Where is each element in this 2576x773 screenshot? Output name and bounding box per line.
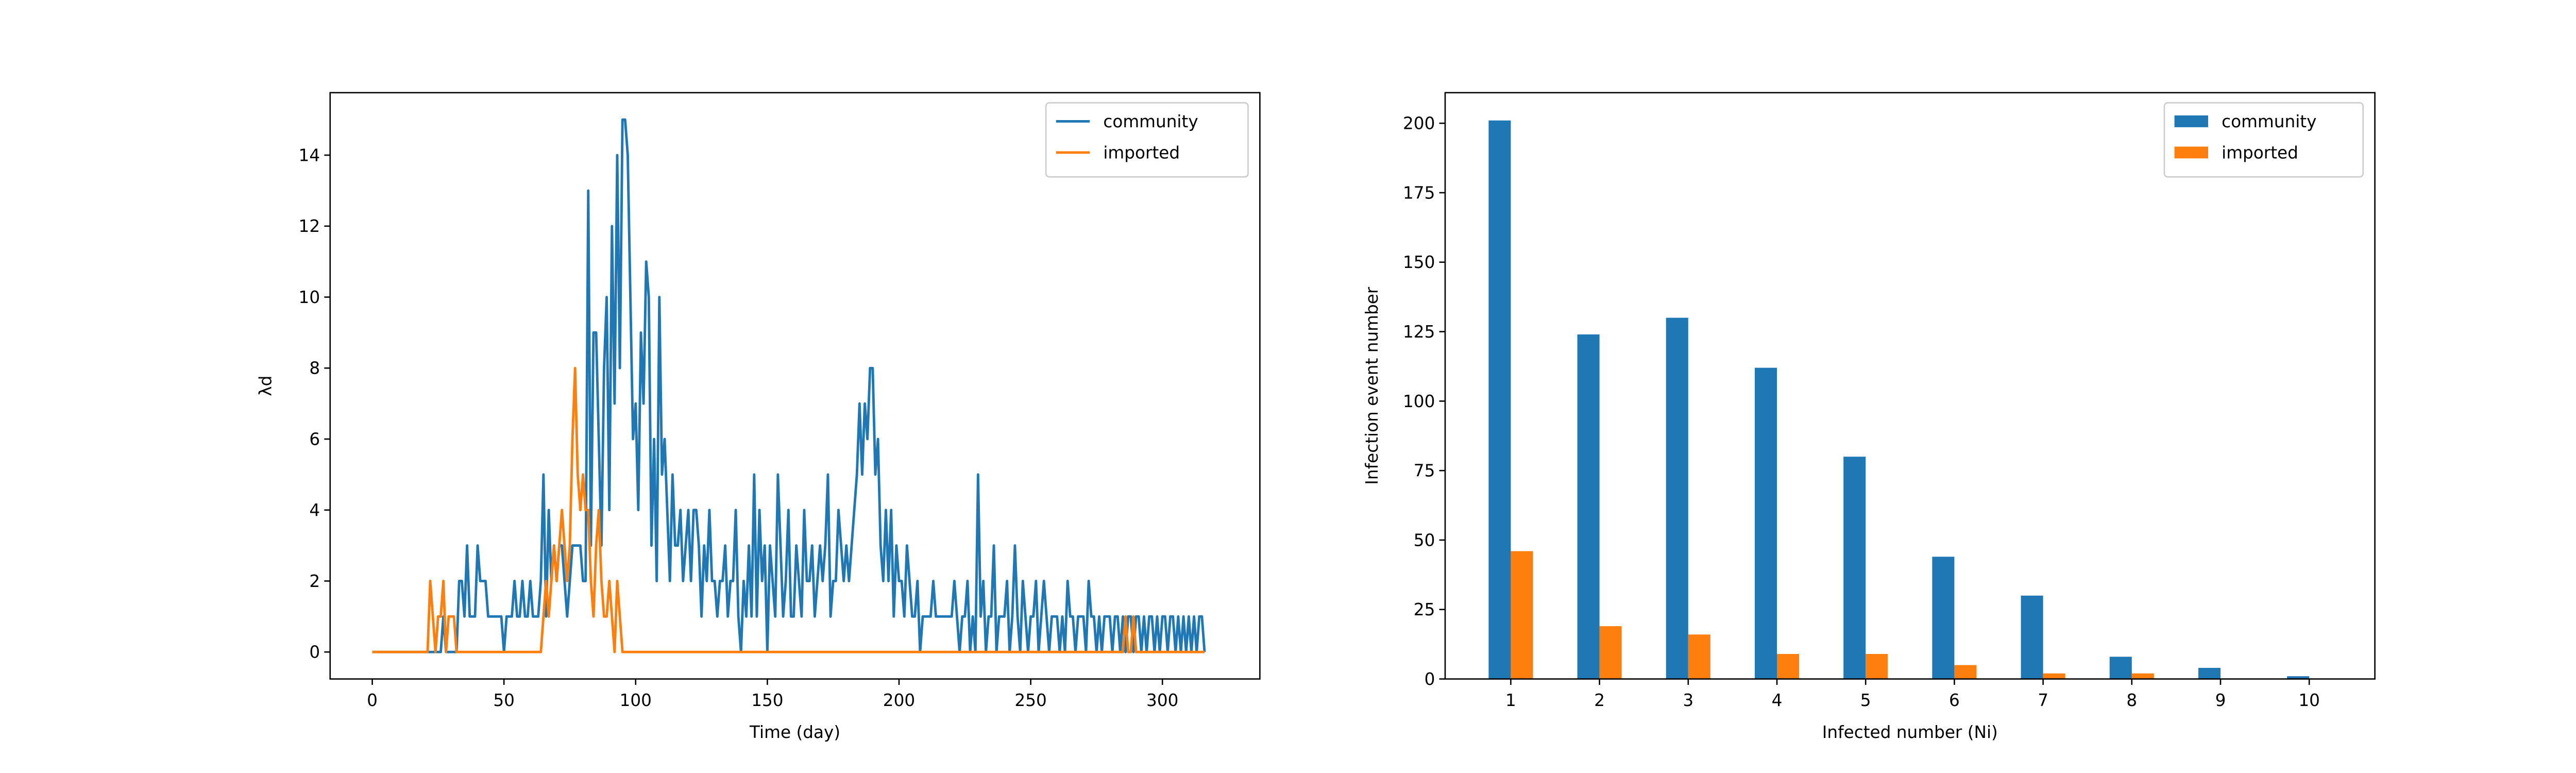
legend-box <box>1045 102 1249 178</box>
x-tick-label: 50 <box>493 691 515 710</box>
y-tick-label: 150 <box>1403 253 1435 272</box>
y-tick-label: 0 <box>309 643 320 662</box>
x-tick-label: 100 <box>620 691 652 710</box>
x-tick-label: 6 <box>1949 691 1960 710</box>
y-tick-label: 4 <box>309 500 320 520</box>
legend-label: community <box>1103 112 1198 131</box>
bar <box>1488 120 1511 679</box>
axes-frame <box>1444 92 2376 680</box>
x-tick-label: 7 <box>2038 691 2048 710</box>
x-axis-label: Infected number (Ni) <box>1822 722 1998 742</box>
bar <box>1599 626 1622 679</box>
bar <box>2043 673 2065 679</box>
bar <box>2287 676 2310 679</box>
bar <box>1577 334 1600 679</box>
y-axis-label: λd <box>256 376 275 396</box>
bar <box>1777 654 1800 679</box>
bar <box>1932 557 1955 679</box>
x-tick-label: 250 <box>1014 691 1046 710</box>
y-tick-label: 200 <box>1403 114 1435 133</box>
x-tick-label: 9 <box>2215 691 2226 710</box>
x-tick-label: 5 <box>1860 691 1871 710</box>
y-tick-label: 0 <box>1425 669 1435 689</box>
y-tick-label: 100 <box>1403 392 1435 411</box>
x-tick-label: 4 <box>1772 691 1783 710</box>
y-tick-label: 8 <box>309 359 320 378</box>
x-axis-label: Time (day) <box>749 722 840 742</box>
y-tick-label: 2 <box>309 572 320 591</box>
x-tick-label: 300 <box>1146 691 1178 710</box>
y-tick-label: 14 <box>299 145 320 165</box>
line-series <box>372 118 1206 653</box>
x-tick-label: 0 <box>367 691 378 710</box>
bar <box>1511 551 1533 679</box>
legend-box <box>2163 102 2364 178</box>
bar <box>2109 657 2132 679</box>
legend-swatch <box>2174 146 2208 159</box>
y-tick-label: 12 <box>299 216 320 236</box>
bar <box>1954 665 1977 679</box>
legend-label: community <box>2222 112 2316 131</box>
y-tick-label: 125 <box>1403 322 1435 342</box>
bar <box>1754 367 1777 679</box>
bar <box>1866 654 1888 679</box>
y-tick-label: 50 <box>1414 530 1435 550</box>
y-tick-label: 175 <box>1403 183 1435 203</box>
y-tick-label: 25 <box>1414 600 1435 619</box>
bar <box>2131 673 2154 679</box>
y-axis-label: Infection event number <box>1362 287 1382 485</box>
x-tick-label: 200 <box>883 691 915 710</box>
bar <box>1688 634 1710 679</box>
x-tick-label: 1 <box>1505 691 1516 710</box>
y-tick-label: 6 <box>309 429 320 449</box>
bar <box>1666 317 1688 679</box>
x-tick-label: 3 <box>1683 691 1693 710</box>
legend-label: imported <box>1103 143 1180 162</box>
x-tick-label: 10 <box>2298 691 2320 710</box>
x-tick-label: 2 <box>1594 691 1605 710</box>
x-tick-label: 8 <box>2126 691 2137 710</box>
y-tick-label: 75 <box>1414 461 1435 481</box>
x-tick-label: 150 <box>751 691 783 710</box>
legend-label: imported <box>2222 143 2298 162</box>
y-tick-label: 10 <box>299 288 320 307</box>
axes-frame <box>329 92 1261 680</box>
legend-swatch <box>2174 115 2208 127</box>
bar <box>2198 667 2221 679</box>
line-series <box>372 366 1205 653</box>
bar <box>2021 595 2043 679</box>
bar <box>1843 457 1866 679</box>
